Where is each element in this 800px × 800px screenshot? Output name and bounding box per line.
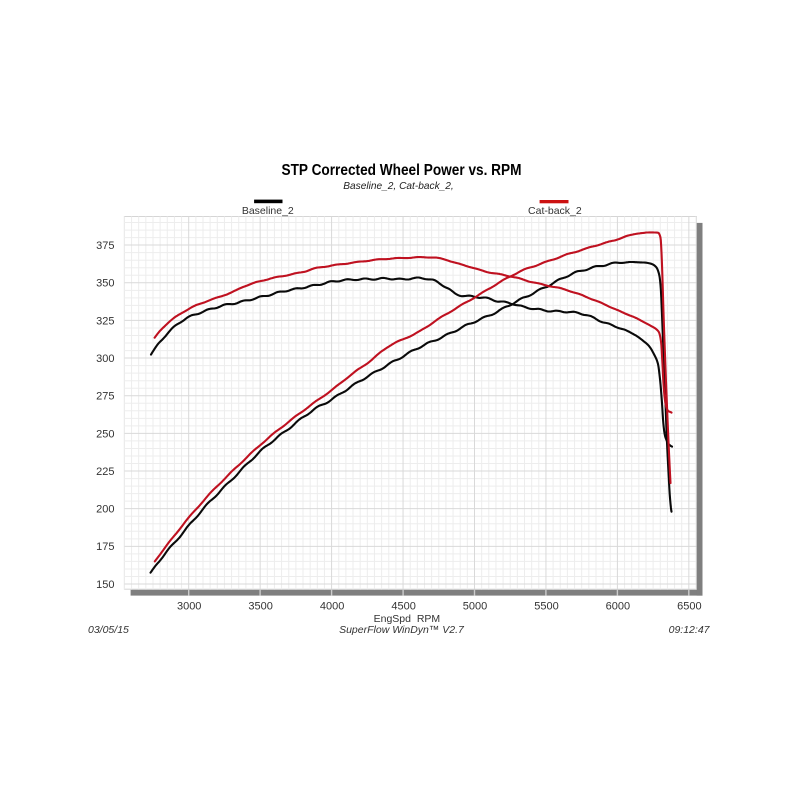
svg-text:5000: 5000 (463, 601, 487, 613)
svg-text:350: 350 (96, 278, 114, 290)
svg-text:225: 225 (96, 466, 114, 478)
svg-text:4500: 4500 (391, 601, 415, 613)
svg-text:200: 200 (96, 504, 114, 516)
svg-text:6000: 6000 (606, 601, 630, 613)
svg-text:STP Corrected Wheel Power vs.: STP Corrected Wheel Power vs. RPM (282, 162, 522, 179)
svg-text:Cat-back_2: Cat-back_2 (528, 205, 582, 217)
svg-text:6500: 6500 (677, 601, 701, 613)
svg-text:325: 325 (96, 315, 114, 327)
svg-text:375: 375 (96, 240, 114, 252)
svg-text:3500: 3500 (248, 601, 272, 613)
svg-text:300: 300 (96, 353, 114, 365)
svg-text:250: 250 (96, 428, 114, 440)
svg-text:4000: 4000 (320, 601, 344, 613)
svg-text:SuperFlow WinDyn™ V2.7: SuperFlow WinDyn™ V2.7 (339, 624, 465, 636)
svg-text:275: 275 (96, 391, 114, 403)
svg-text:5500: 5500 (534, 601, 558, 613)
svg-text:3000: 3000 (177, 601, 201, 613)
svg-text:09:12:47: 09:12:47 (669, 624, 711, 636)
svg-text:Baseline_2: Baseline_2 (242, 205, 294, 217)
svg-text:175: 175 (96, 541, 114, 553)
svg-text:Baseline_2, Cat-back_2,: Baseline_2, Cat-back_2, (343, 180, 454, 192)
svg-text:150: 150 (96, 579, 114, 591)
svg-text:03/05/15: 03/05/15 (88, 624, 129, 636)
svg-text:EngSpd RPM: EngSpd RPM (374, 613, 441, 625)
